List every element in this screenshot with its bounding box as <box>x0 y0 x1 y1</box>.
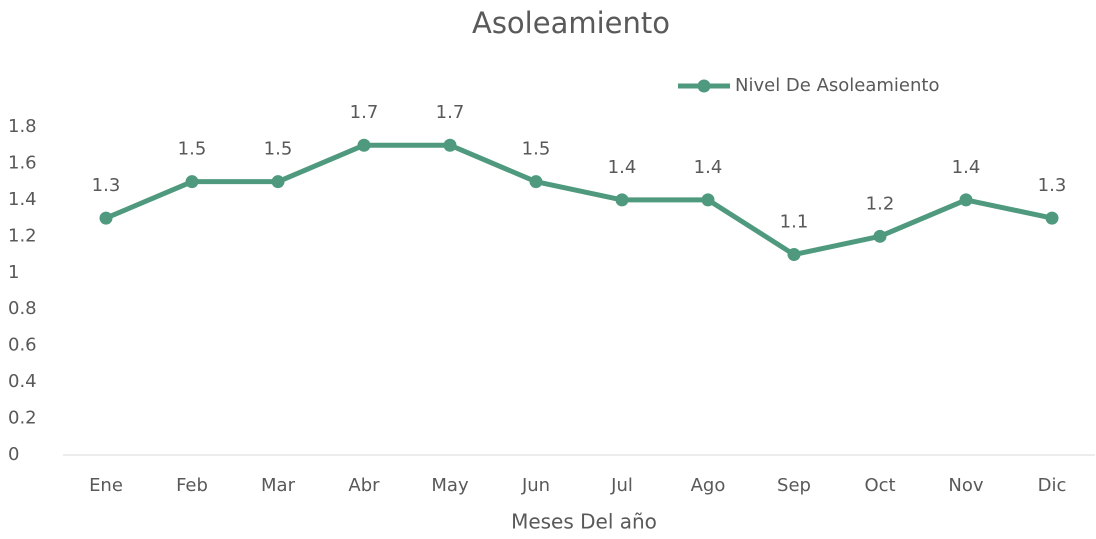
x-tick-label: Nov <box>948 475 983 496</box>
x-tick-label: May <box>431 475 469 496</box>
y-tick-label: 0.2 <box>8 408 37 429</box>
x-tick-label: Jun <box>521 475 550 496</box>
y-tick-label: 0.8 <box>8 298 37 319</box>
x-tick-label: Abr <box>348 475 380 496</box>
x-tick-label: Oct <box>864 475 895 496</box>
x-tick-label: Ago <box>691 475 726 496</box>
y-tick-label: 1 <box>8 262 19 283</box>
data-label: 1.4 <box>694 157 723 178</box>
y-tick-label: 1.8 <box>8 116 37 137</box>
legend-marker <box>697 79 711 93</box>
data-point <box>873 229 887 243</box>
data-point <box>701 193 715 207</box>
data-point <box>185 175 199 189</box>
y-tick-label: 0.6 <box>8 335 37 356</box>
chart-title: Asoleamiento <box>472 6 670 40</box>
x-tick-label: Dic <box>1038 475 1067 496</box>
data-label: 1.7 <box>436 102 465 123</box>
data-point <box>357 138 371 152</box>
y-tick-label: 1.2 <box>8 225 37 246</box>
x-tick-label: Sep <box>777 475 811 496</box>
x-axis-label: Meses Del año <box>511 510 657 534</box>
data-point <box>787 248 801 262</box>
data-label: 1.5 <box>178 139 207 160</box>
y-tick-label: 0 <box>8 444 19 465</box>
data-label: 1.4 <box>608 157 637 178</box>
data-label: 1.1 <box>780 212 809 233</box>
data-point <box>443 138 457 152</box>
data-point <box>271 175 285 189</box>
legend-label: Nivel De Asoleamiento <box>735 75 939 96</box>
series-line <box>105 142 1053 258</box>
data-point <box>1045 211 1059 225</box>
data-label: 1.3 <box>92 175 121 196</box>
x-tick-label: Mar <box>261 475 296 496</box>
data-label: 1.5 <box>522 139 551 160</box>
data-label: 1.3 <box>1038 175 1067 196</box>
y-tick-label: 1.6 <box>8 152 37 173</box>
data-point <box>959 193 973 207</box>
data-point <box>99 211 113 225</box>
data-point <box>615 193 629 207</box>
data-label: 1.5 <box>264 139 293 160</box>
x-tick-label: Feb <box>176 475 208 496</box>
data-label: 1.4 <box>952 157 981 178</box>
y-tick-label: 0.4 <box>8 371 37 392</box>
data-label: 1.7 <box>350 102 379 123</box>
x-tick-label: Jul <box>610 475 633 496</box>
y-tick-label: 1.4 <box>8 189 37 210</box>
x-tick-label: Ene <box>89 475 123 496</box>
data-label: 1.2 <box>866 193 895 214</box>
data-point <box>529 175 543 189</box>
